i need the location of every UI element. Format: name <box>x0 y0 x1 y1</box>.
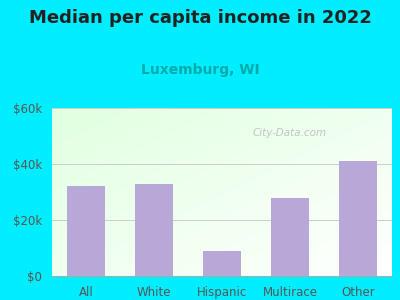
Bar <box>271 198 309 276</box>
Bar <box>67 186 105 276</box>
Bar <box>339 161 377 276</box>
Text: Luxemburg, WI: Luxemburg, WI <box>141 63 259 77</box>
Bar <box>203 251 241 276</box>
Bar <box>135 184 173 276</box>
Text: Median per capita income in 2022: Median per capita income in 2022 <box>28 9 372 27</box>
Text: City-Data.com: City-Data.com <box>253 128 327 138</box>
